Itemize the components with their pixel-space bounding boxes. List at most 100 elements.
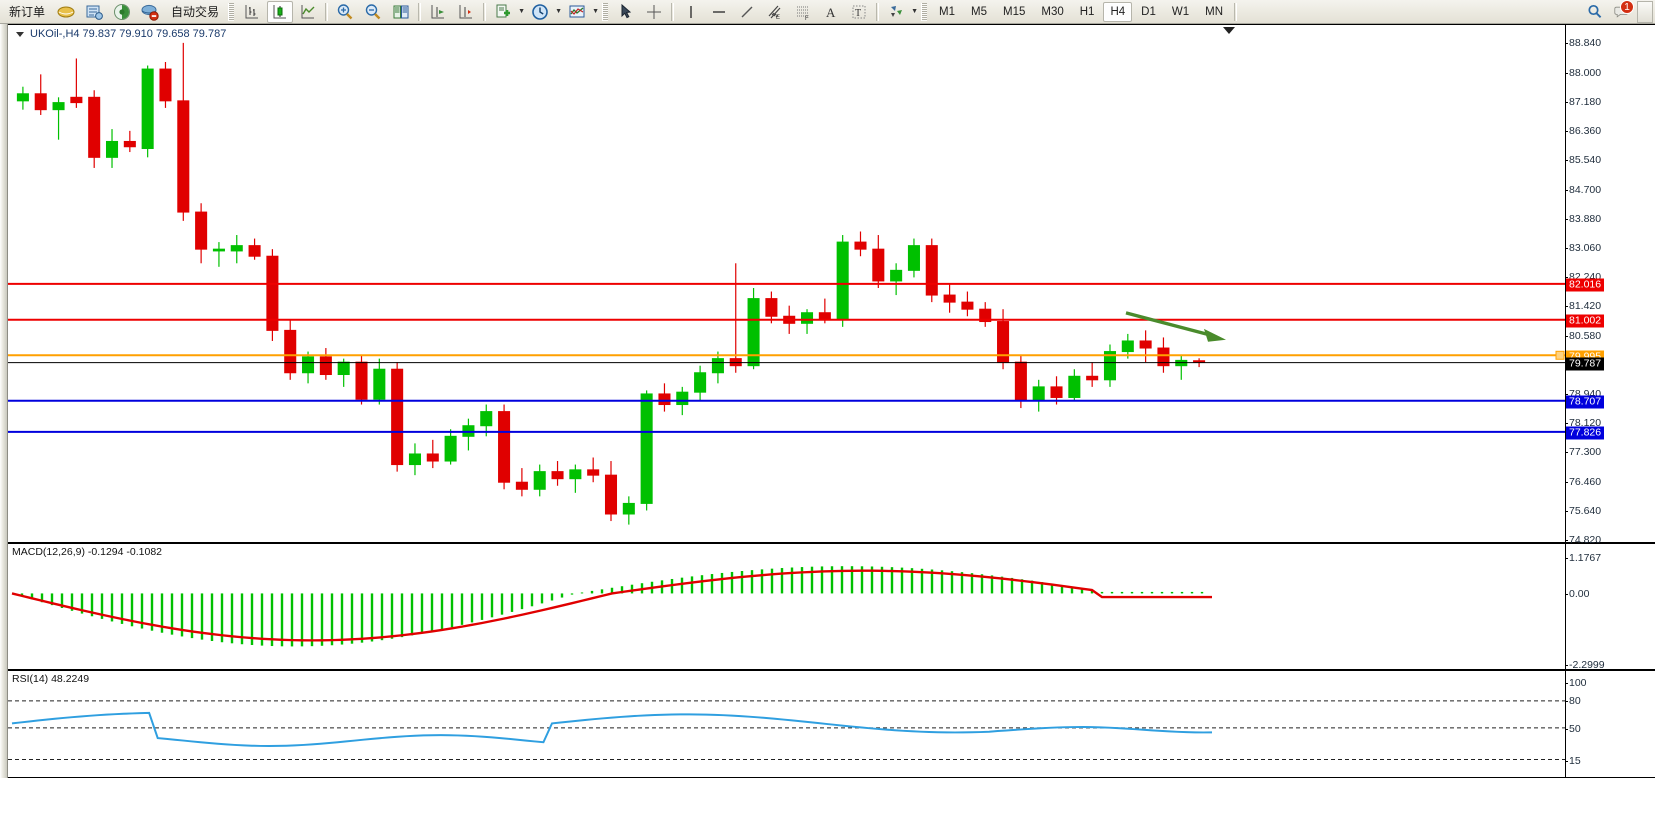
text-label-icon[interactable]: A: [818, 1, 844, 23]
new-order-label: 新订单: [9, 3, 45, 20]
cursor-icon[interactable]: [613, 1, 639, 23]
price-tick: 75.640: [1569, 505, 1601, 517]
rsi-tick: 15: [1569, 755, 1581, 767]
price-pane[interactable]: UKOil-,H4 79.837 79.910 79.658 79.787 88…: [8, 24, 1655, 543]
candle-body: [178, 101, 189, 212]
timeframe-m15[interactable]: M15: [996, 2, 1032, 22]
rsi-tick: 80: [1569, 695, 1581, 707]
horizontal-line-icon[interactable]: [706, 1, 732, 23]
rsi-label: RSI(14) 48.2249: [12, 673, 89, 685]
candle-body: [552, 472, 563, 479]
line-chart-icon[interactable]: [295, 1, 321, 23]
price-tick: 83.060: [1569, 242, 1601, 254]
price-level-support-2[interactable]: 77.826: [1566, 427, 1604, 440]
price-tick: 83.880: [1569, 213, 1601, 225]
crosshair-icon[interactable]: [641, 1, 667, 23]
price-level-resistance-2[interactable]: 82.016: [1566, 278, 1604, 291]
candle-body: [873, 249, 884, 281]
candle-body: [944, 295, 955, 302]
pivot-drag-handle[interactable]: [1556, 351, 1564, 359]
rsi-pane[interactable]: RSI(14) 48.2249 100805015: [8, 670, 1655, 778]
candle-body: [392, 369, 403, 464]
candle-body: [891, 270, 902, 281]
period-dropdown-caret[interactable]: ▼: [554, 1, 563, 23]
price-tick: 81.420: [1569, 300, 1601, 312]
fibonacci-icon[interactable]: F: [790, 1, 816, 23]
candle-body: [231, 246, 242, 251]
price-scale[interactable]: 88.84088.00087.18086.36085.54084.70083.8…: [1565, 25, 1655, 542]
candle-body: [17, 94, 28, 101]
candle-body: [1015, 362, 1026, 401]
chat-icon[interactable]: 1: [1610, 2, 1634, 22]
candle-body: [89, 97, 100, 157]
price-level-resistance-1[interactable]: 81.002: [1566, 314, 1604, 327]
svg-text:E: E: [776, 15, 780, 21]
timeframe-group: M1 M5 M15 M30 H1 H4 D1 W1 MN: [931, 2, 1231, 22]
bar-chart-icon[interactable]: [239, 1, 265, 23]
indicators-icon[interactable]: [564, 1, 590, 23]
price-tick: 77.300: [1569, 446, 1601, 458]
candle-body: [71, 97, 82, 102]
candle-body: [249, 246, 260, 257]
zoom-out-icon[interactable]: [360, 1, 386, 23]
toolbar-separator-3: [483, 3, 486, 21]
price-tick: 80.580: [1569, 330, 1601, 342]
zoom-in-icon[interactable]: [332, 1, 358, 23]
vertical-line-icon[interactable]: [678, 1, 704, 23]
navigator-icon[interactable]: [109, 1, 135, 23]
toolbar-grip-2[interactable]: [602, 3, 608, 21]
search-icon[interactable]: [1582, 1, 1608, 23]
candle-body: [303, 357, 314, 373]
candle-body: [124, 141, 135, 146]
macd-pane[interactable]: MACD(12,26,9) -0.1294 -0.1082 1.17670.00…: [8, 543, 1655, 670]
candle-body: [837, 242, 848, 320]
toolbar-grip-3[interactable]: [921, 3, 927, 21]
current-price-label: 79.787: [1566, 357, 1604, 370]
text-box-icon[interactable]: T: [846, 1, 872, 23]
chart-left-rail: [0, 24, 8, 778]
timeframe-m5[interactable]: M5: [964, 2, 994, 22]
equidistant-channel-icon[interactable]: E: [762, 1, 788, 23]
shapes-icon[interactable]: [883, 1, 909, 23]
tile-windows-icon[interactable]: [388, 1, 414, 23]
market-watch-icon[interactable]: [53, 1, 79, 23]
toolbar-overflow-button[interactable]: [1637, 1, 1653, 23]
candlestick-chart-icon[interactable]: [267, 1, 293, 23]
trendline-icon[interactable]: [734, 1, 760, 23]
shapes-dropdown-caret[interactable]: ▼: [910, 1, 919, 23]
rsi-tick: 50: [1569, 723, 1581, 735]
timeframe-h1[interactable]: H1: [1073, 2, 1102, 22]
candle-body: [427, 454, 438, 461]
timeframe-w1[interactable]: W1: [1165, 2, 1196, 22]
toolbar-grip[interactable]: [228, 3, 234, 21]
chat-badge-count: 1: [1620, 0, 1634, 14]
period-clock-icon[interactable]: [527, 1, 553, 23]
candle-body: [160, 69, 171, 101]
candle-body: [142, 69, 153, 148]
timeframe-mn[interactable]: MN: [1198, 2, 1230, 22]
timeframe-d1[interactable]: D1: [1134, 2, 1163, 22]
chart-shift-icon[interactable]: [425, 1, 451, 23]
new-chart-icon[interactable]: [490, 1, 516, 23]
price-level-support-1[interactable]: 78.707: [1566, 396, 1604, 409]
rsi-scale: 100805015: [1565, 671, 1655, 777]
chart-window[interactable]: UKOil-,H4 79.837 79.910 79.658 79.787 88…: [0, 24, 1655, 824]
timeframe-h4[interactable]: H4: [1103, 2, 1132, 22]
rsi-canvas: [8, 671, 1655, 777]
candle-body: [196, 212, 207, 249]
indicators-dropdown-caret[interactable]: ▼: [591, 1, 600, 23]
auto-scroll-icon[interactable]: [453, 1, 479, 23]
new-order-button[interactable]: 新订单: [3, 1, 51, 23]
symbol-dropdown-caret[interactable]: [16, 32, 24, 37]
macd-tick: 0.00: [1569, 588, 1589, 600]
candle-body: [338, 362, 349, 374]
toolbar-separator-6: [1234, 3, 1237, 21]
new-chart-dropdown-caret[interactable]: ▼: [517, 1, 526, 23]
auto-trading-icon[interactable]: [137, 1, 163, 23]
down-trend-arrow[interactable]: [1126, 313, 1226, 342]
candle-body: [320, 357, 331, 375]
timeframe-m30[interactable]: M30: [1034, 2, 1070, 22]
auto-trading-button[interactable]: 自动交易: [165, 1, 225, 23]
timeframe-m1[interactable]: M1: [932, 2, 962, 22]
data-window-icon[interactable]: [81, 1, 107, 23]
